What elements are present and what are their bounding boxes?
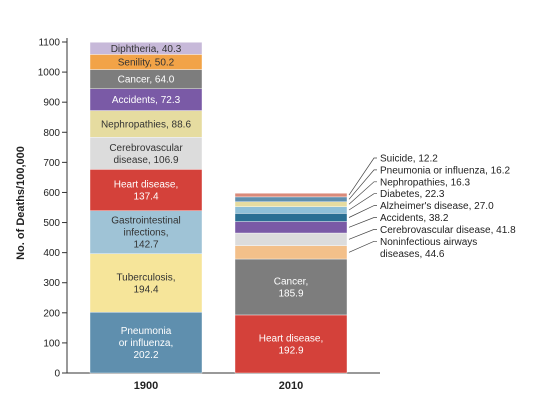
bar-segment-2010-accidents bbox=[234, 221, 348, 234]
y-tick-label: 500 bbox=[43, 218, 60, 229]
callout-label-suicide: Suicide, 12.2 bbox=[380, 154, 438, 165]
callout-label-noninfectious-airways-diseases: Noninfectious airways diseases, 44.6 bbox=[380, 237, 477, 260]
x-category-label: 1900 bbox=[134, 380, 158, 392]
y-tick-label: 600 bbox=[43, 188, 60, 199]
callout-label-nephropathies: Nephropathies, 16.3 bbox=[380, 177, 471, 188]
callout-line-suicide bbox=[348, 157, 377, 196]
bar-segment-2010-cancer bbox=[234, 258, 348, 316]
bar-segment-2010-heart-disease bbox=[234, 314, 348, 374]
segment-label-1900-cerebrovascular-disease: Cerebrovascular disease, 106.9 bbox=[109, 143, 183, 166]
y-tick-label: 100 bbox=[43, 338, 60, 349]
bars: Pneumonia or influenza, 202.2 Tuberculosis,… bbox=[89, 42, 348, 374]
y-tick-label: 700 bbox=[43, 158, 60, 169]
callout-line-diabetes bbox=[348, 193, 377, 211]
callout-label-pneumonia-or-influenza: Pneumonia or influenza, 16.2 bbox=[380, 165, 511, 176]
y-tick-label: 800 bbox=[43, 128, 60, 139]
segment-label-1900-heart-disease: Heart disease, 137.4 bbox=[114, 180, 178, 203]
callout-label-diabetes: Diabetes, 22.3 bbox=[380, 189, 445, 200]
bar-segment-1900-nephropathies bbox=[89, 110, 203, 138]
bar-segment-2010-pneumonia-or-influenza bbox=[234, 196, 348, 202]
segment-label-1900-nephropathies: Nephropathies, 88.6 bbox=[101, 119, 192, 130]
callout-label-accidents: Accidents, 38.2 bbox=[380, 213, 449, 224]
segment-label-2010-heart-disease: Heart disease, 192.9 bbox=[259, 333, 323, 356]
y-tick-label: 200 bbox=[43, 308, 60, 319]
segment-label-1900-tuberculosis: Tuberculosis, 194.4 bbox=[116, 272, 175, 295]
bar-segment-2010-suicide bbox=[234, 193, 348, 198]
y-tick-label: 1100 bbox=[38, 38, 60, 49]
callout-line-alzheimer-s-disease bbox=[348, 205, 377, 218]
bar-segment-1900-heart-disease bbox=[89, 169, 203, 211]
bar-segment-2010-nephropathies bbox=[234, 201, 348, 207]
segment-label-1900-accidents: Accidents, 72.3 bbox=[112, 95, 181, 106]
y-tick-label: 0 bbox=[54, 369, 60, 380]
segment-label-1900-cancer: Cancer, 64.0 bbox=[118, 75, 175, 86]
bar-segment-1900-pneumonia-or-influenza bbox=[89, 311, 203, 374]
y-axis-label: No. of Deaths/100,000 bbox=[15, 146, 27, 260]
bar-segment-2010-diabetes bbox=[234, 206, 348, 214]
bar-segment-2010-noninfectious-airways-diseases bbox=[234, 245, 348, 260]
segment-label-2010-cancer: Cancer, 185.9 bbox=[274, 276, 308, 299]
y-tick-label: 400 bbox=[43, 248, 60, 259]
callout-label-cerebrovascular-disease: Cerebrovascular disease, 41.8 bbox=[380, 225, 516, 236]
segment-label-1900-pneumonia-or-influenza: Pneumonia or influenza, 202.2 bbox=[119, 326, 173, 361]
callout-line-noninfectious-airways-diseases bbox=[348, 240, 377, 253]
segment-label-1900-senility: Senility, 50.2 bbox=[118, 57, 175, 68]
bar-segment-1900-cerebrovascular-disease bbox=[89, 137, 203, 170]
callout-line-accidents bbox=[348, 217, 377, 228]
bar-segment-1900-gastrointestinal-infections bbox=[89, 210, 203, 254]
bar-segment-2010-cerebrovascular-disease bbox=[234, 232, 348, 246]
callout-line-nephropathies bbox=[348, 181, 377, 205]
y-tick-label: 900 bbox=[43, 98, 60, 109]
callout-line-cerebrovascular-disease bbox=[348, 229, 377, 240]
callout-line-pneumonia-or-influenza bbox=[348, 169, 377, 200]
callout-label-alzheimer-s-disease: Alzheimer's disease, 27.0 bbox=[380, 201, 494, 212]
y-tick-label: 300 bbox=[43, 278, 60, 289]
y-tick-label: 1000 bbox=[38, 68, 61, 79]
segment-label-1900-diphtheria: Diphtheria, 40.3 bbox=[111, 44, 182, 55]
segment-label-1900-gastrointestinal-infections: Gastrointestinal infections, 142.7 bbox=[111, 216, 180, 251]
bar-segment-2010-alzheimer-s-disease bbox=[234, 213, 348, 222]
x-category-label: 2010 bbox=[279, 380, 303, 392]
bar-segment-1900-diphtheria bbox=[89, 42, 203, 55]
